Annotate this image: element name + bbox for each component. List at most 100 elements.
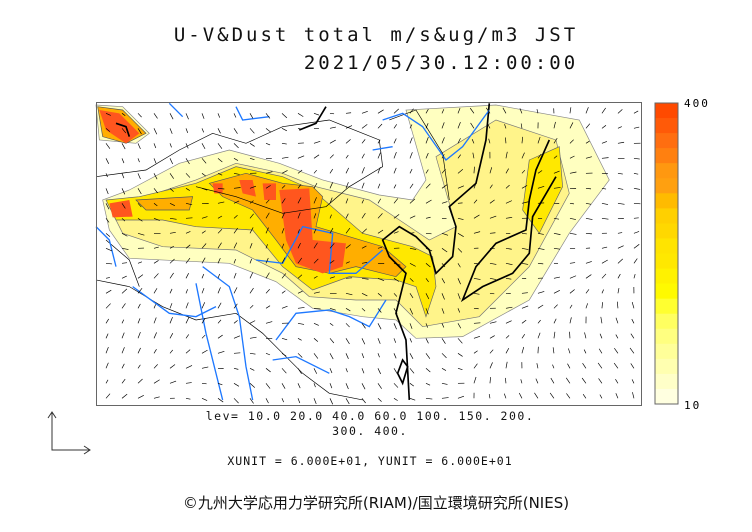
wind-arrow [281,398,284,403]
wind-arrow [581,377,587,384]
wind-arrow [569,107,572,114]
wind-arrow [409,152,413,159]
wind-arrow [217,398,224,403]
wind-arrow [631,318,635,324]
wind-arrow [281,113,288,119]
wind-arrow [569,262,576,264]
wind-arrow [313,242,318,249]
wind-arrow [265,398,269,404]
wind-arrow [601,246,608,249]
wind-arrow [409,124,413,129]
wind-arrow [217,215,223,219]
wind-arrow [201,257,206,264]
wind-arrow [137,347,141,354]
wind-arrow [345,308,351,312]
wind-arrow [297,353,303,358]
wind-arrow [521,305,529,309]
wind-arrow [345,338,350,345]
wind-arrow [233,227,238,234]
wind-arrow [535,378,539,384]
wind-arrow [137,261,143,264]
wind-arrow [598,378,603,384]
wind-arrow [393,293,398,297]
wind-arrow [505,247,512,250]
wind-arrow [505,335,510,339]
wind-arrow [504,124,507,129]
wind-arrow [409,383,414,387]
wind-arrow [502,107,507,114]
wind-arrow [297,229,300,234]
coastlines [115,103,557,401]
wind-arrow [409,183,414,189]
wind-arrow [313,307,321,310]
wind-arrow [583,349,587,354]
colorbar-swatch [655,328,678,345]
wind-arrow [217,334,223,339]
wind-arrow [185,202,193,206]
wind-arrow [217,350,225,354]
wind-arrow [169,364,176,369]
wind-arrow [105,173,108,178]
wind-arrow [201,243,207,249]
wind-arrow [297,368,302,375]
wind-arrow [409,168,413,174]
wind-arrow [249,336,257,339]
dust-red-region [99,109,346,274]
wind-arrow [553,217,560,220]
wind-arrow [457,122,461,129]
wind-arrow [633,110,639,114]
wind-arrow [585,289,590,294]
wind-arrow [121,262,128,264]
wind-arrow [313,383,316,388]
wind-arrow [329,307,336,311]
wind-arrow [265,321,273,324]
wind-arrow [377,308,382,313]
wind-arrow [217,173,223,176]
wind-arrow [297,197,302,204]
wind-arrow [393,262,401,266]
wind-arrow [393,231,399,234]
wind-arrow [249,352,256,355]
wind-arrow [537,186,545,189]
wind-arrow [201,318,206,324]
wind-arrow [377,368,381,375]
wind-arrow [361,383,366,390]
wind-arrow [249,383,256,388]
wind-arrow [297,274,303,279]
wind-arrow [393,167,397,174]
wind-arrow [265,383,271,389]
wind-arrow [105,262,113,265]
wind-arrow [361,199,365,204]
wind-arrow [249,258,253,264]
wind-arrow [585,140,590,144]
wind-arrow [505,377,507,384]
colorbar-swatch [655,283,678,300]
colorbar-swatch [655,223,678,239]
colorbar-swatch [655,298,678,315]
wind-arrow [169,258,175,264]
wind-arrow [137,188,142,195]
wind-arrow [569,139,574,144]
wind-arrow [137,378,143,384]
wind-arrow [616,301,619,309]
wind-arrow [425,109,429,114]
wind-arrow [505,306,513,309]
wind-arrow [457,248,463,253]
wind-arrow [281,185,286,189]
wind-arrow [617,126,622,129]
wind-arrow [585,232,592,235]
wind-arrow [265,368,271,373]
wind-arrow [281,156,289,159]
wind-arrow [457,107,461,114]
wind-arrow [345,213,349,219]
colorbar [654,102,679,405]
wind-arrow [457,263,461,268]
wind-arrow [201,397,208,401]
wind-arrow [409,215,416,219]
wind-arrow [281,290,286,294]
wind-arrow [265,244,268,249]
wind-arrow [345,139,351,144]
wind-arrow [169,231,176,234]
wind-arrow [520,379,523,384]
wind-arrow [505,262,513,265]
